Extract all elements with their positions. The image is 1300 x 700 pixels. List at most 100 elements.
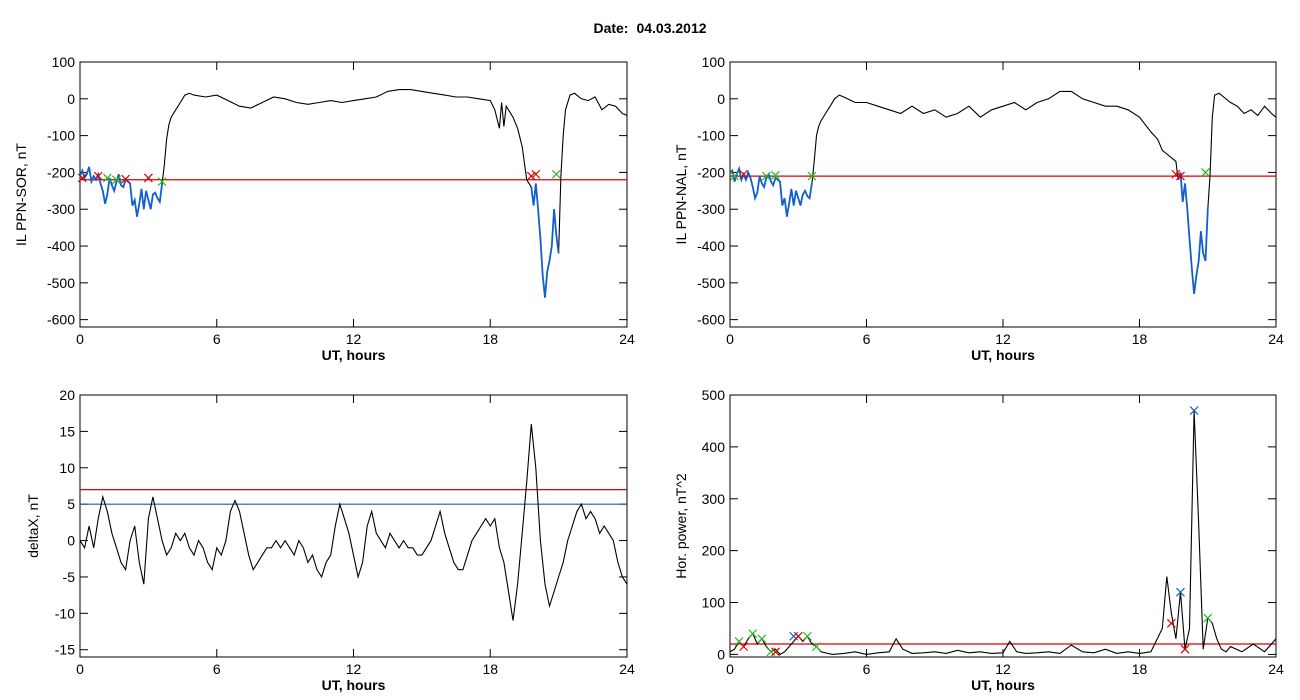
y-tick-label: 5 — [67, 496, 75, 512]
marker-stroke — [157, 177, 167, 187]
y-tick-label: 15 — [59, 423, 75, 439]
marker-stroke — [143, 173, 153, 183]
plot-frame — [79, 61, 628, 328]
x-tick-label: 0 — [726, 331, 734, 347]
data-marker-green — [1201, 167, 1210, 177]
y-tick-label: 100 — [52, 54, 76, 70]
data-marker-green — [748, 629, 758, 639]
data-marker-red — [739, 169, 749, 179]
marker-stroke — [793, 631, 803, 641]
y-axis-label: IL PPN-SOR, nT — [13, 143, 29, 246]
y-tick-label: -400 — [47, 238, 75, 254]
y-tick-label: 0 — [67, 91, 75, 107]
y-tick-label: 500 — [702, 387, 726, 403]
data-marker-red — [93, 171, 103, 181]
x-tick-label: 12 — [995, 331, 1011, 347]
data-marker-green — [551, 169, 561, 179]
y-axis-label: IL PPN-NAL, nT — [673, 144, 689, 244]
x-tick-label: 24 — [1268, 661, 1284, 677]
marker-stroke — [1189, 406, 1199, 415]
y-tick-label: 20 — [59, 387, 75, 403]
marker-stroke — [739, 169, 749, 179]
y-tick-label: -500 — [47, 275, 75, 291]
x-axis-label: UT, hours — [322, 677, 386, 693]
data-marker-red — [77, 173, 87, 183]
marker-stroke — [757, 634, 767, 644]
x-tick-label: 18 — [1132, 331, 1148, 347]
y-tick-label: 200 — [702, 543, 726, 559]
data-marker-red — [793, 631, 803, 641]
y-axis-label: deltaX, nT — [25, 494, 41, 558]
marker-stroke — [531, 169, 541, 179]
marker-stroke — [77, 173, 87, 183]
chart-panel-1: 0 6 12 18 24 100 0 -100 -200 -300 -400 -500 -600 UT, … — [13, 54, 635, 363]
y-tick-label: -15 — [55, 642, 75, 658]
chart-panel-2: 0 6 12 18 24 100 0 -100 -200 -300 -400 -500 -600 UT, … — [673, 54, 1284, 363]
data-marker-red — [771, 647, 780, 657]
x-tick-label: 18 — [1132, 661, 1148, 677]
marker-stroke — [812, 642, 821, 652]
data-marker-green — [761, 171, 771, 181]
data-marker-green — [757, 634, 767, 644]
y-tick-label: -600 — [47, 312, 75, 328]
y-tick-label: 0 — [67, 533, 75, 549]
x-tick-label: 24 — [1268, 331, 1284, 347]
y-tick-label: -300 — [697, 201, 725, 217]
data-marker-red — [1180, 644, 1190, 654]
data-series-line — [80, 424, 627, 621]
data-marker-blue — [1189, 406, 1199, 415]
x-tick-label: 24 — [619, 661, 635, 677]
marker-stroke — [748, 629, 758, 639]
marker-stroke — [802, 631, 812, 641]
data-marker-green — [766, 647, 776, 657]
y-tick-label: 10 — [59, 460, 75, 476]
y-tick-label: -500 — [697, 275, 725, 291]
y-tick-label: 0 — [717, 91, 725, 107]
y-tick-label: 100 — [702, 595, 726, 611]
data-series-line — [730, 410, 1276, 656]
marker-stroke — [734, 637, 744, 646]
marker-stroke — [1171, 169, 1181, 179]
y-tick-label: 400 — [702, 439, 726, 455]
data-marker-green — [112, 175, 121, 185]
y-tick-label: 100 — [702, 54, 726, 70]
x-tick-label: 6 — [863, 661, 871, 677]
x-axis-label: UT, hours — [971, 347, 1035, 363]
data-marker-green — [730, 171, 739, 181]
data-marker-red — [143, 173, 153, 183]
marker-stroke — [761, 171, 771, 181]
plot-frame — [79, 394, 628, 658]
y-tick-label: -300 — [47, 201, 75, 217]
data-marker-blue — [789, 631, 799, 641]
date-value: 04.03.2012 — [636, 20, 707, 36]
x-tick-label: 0 — [726, 661, 734, 677]
figure-title: Date: 04.03.2012 — [0, 20, 1300, 36]
data-marker-green — [102, 173, 112, 183]
marker-stroke — [771, 647, 780, 657]
marker-stroke — [730, 171, 739, 181]
x-tick-label: 6 — [213, 661, 221, 677]
marker-stroke — [1176, 587, 1185, 597]
x-tick-label: 0 — [76, 331, 84, 347]
marker-stroke — [551, 169, 561, 179]
x-tick-label: 6 — [213, 331, 221, 347]
chart-panel-3: 0 6 12 18 24 20 15 10 5 0 -5 -10 -15 UT, hours deltaX,… — [25, 387, 635, 693]
x-tick-label: 18 — [482, 661, 498, 677]
data-marker-green — [812, 642, 821, 652]
marker-stroke — [1166, 618, 1176, 628]
data-series-line — [730, 90, 1276, 294]
marker-stroke — [1201, 167, 1210, 177]
data-marker-red — [1171, 169, 1181, 179]
chart-panel-4: 0 6 12 18 24 500 400 300 200 100 0 UT, hours Hor. po… — [673, 387, 1284, 693]
data-series-line — [80, 89, 627, 298]
marker-stroke — [771, 170, 780, 180]
y-tick-label: -5 — [63, 569, 76, 585]
highlight-segment — [530, 183, 560, 298]
y-tick-label: 0 — [717, 646, 725, 662]
data-marker-red — [526, 171, 536, 181]
x-tick-label: 12 — [346, 661, 362, 677]
x-axis-label: UT, hours — [322, 347, 386, 363]
data-marker-green — [1203, 613, 1213, 623]
data-marker-red — [121, 174, 131, 184]
